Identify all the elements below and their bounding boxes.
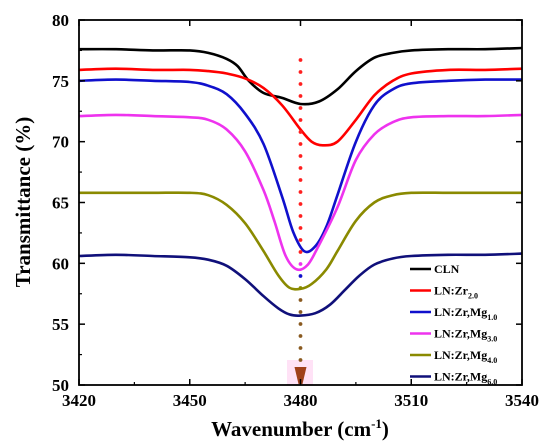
- marker-dot: [298, 70, 303, 74]
- marker-dot: [298, 250, 303, 254]
- marker-dot: [298, 106, 303, 110]
- legend-label-5: LN:Zr,Mg6.0: [434, 370, 497, 387]
- x-tick-label: 3450: [173, 391, 207, 410]
- legend: CLN LN:Zr2.0 LN:Zr,Mg1.0 LN:Zr,Mg3.0 LN:Zr,M…: [410, 262, 497, 387]
- legend-label-0: CLN: [434, 262, 460, 276]
- x-tick-label: 3480: [284, 391, 318, 410]
- y-tick-label: 80: [52, 11, 69, 30]
- marker-dot: [298, 82, 303, 86]
- marker-dot: [298, 226, 303, 230]
- series-line-3: [78, 113, 523, 272]
- y-tick-label: 70: [52, 133, 69, 152]
- legend-label-1: LN:Zr2.0: [434, 284, 478, 301]
- marker-dot: [298, 154, 303, 158]
- series-line-1: [78, 67, 523, 147]
- marker-dot: [298, 346, 303, 350]
- marker-dot: [298, 166, 303, 170]
- x-tick-label: 3540: [505, 391, 539, 410]
- y-axis-title: Transmittance (%): [11, 117, 35, 288]
- series-line-5: [78, 252, 523, 318]
- legend-label-2: LN:Zr,Mg1.0: [434, 305, 497, 322]
- marker-dot: [298, 286, 303, 290]
- x-tick-label: 3510: [394, 391, 428, 410]
- y-tick-label: 65: [52, 194, 69, 213]
- series-line-2: [78, 78, 523, 254]
- marker-dot: [298, 322, 303, 326]
- y-tick-label: 50: [52, 376, 69, 395]
- legend-label-4: LN:Zr,Mg4.0: [434, 348, 497, 365]
- marker-dot: [298, 118, 303, 122]
- marker-arrow: [294, 367, 307, 384]
- x-axis-title-close: ): [382, 417, 389, 441]
- marker-dot: [298, 262, 303, 266]
- marker-dot: [298, 358, 303, 362]
- x-axis-title-sup: -1: [371, 416, 382, 431]
- x-axis-title-main: Wavenumber (cm: [211, 417, 372, 441]
- tick-layer: 3420 3450 3480 3510 3540 50 55 60 65 70 75 80: [52, 11, 539, 410]
- y-tick-label: 60: [52, 254, 69, 273]
- marker-dot: [298, 298, 303, 302]
- x-tick-label: 3420: [62, 391, 96, 410]
- marker-dot: [298, 178, 303, 182]
- marker-dot: [298, 274, 303, 278]
- marker-dot: [298, 334, 303, 338]
- y-tick-label: 55: [52, 315, 69, 334]
- marker-layer: [294, 58, 307, 384]
- marker-dot: [298, 58, 303, 62]
- series-line-0: [78, 46, 523, 106]
- legend-label-3: LN:Zr,Mg3.0: [434, 327, 497, 344]
- marker-dot: [298, 142, 303, 146]
- y-tick-label: 75: [52, 72, 69, 91]
- marker-dot: [298, 238, 303, 242]
- marker-dot: [298, 310, 303, 314]
- marker-dot: [298, 130, 303, 134]
- marker-dot: [298, 94, 303, 98]
- plot-series-layer: [78, 46, 523, 318]
- marker-dot: [298, 202, 303, 206]
- marker-dot: [298, 190, 303, 194]
- x-axis-title: Wavenumber (cm-1): [211, 416, 389, 441]
- marker-dot: [298, 214, 303, 218]
